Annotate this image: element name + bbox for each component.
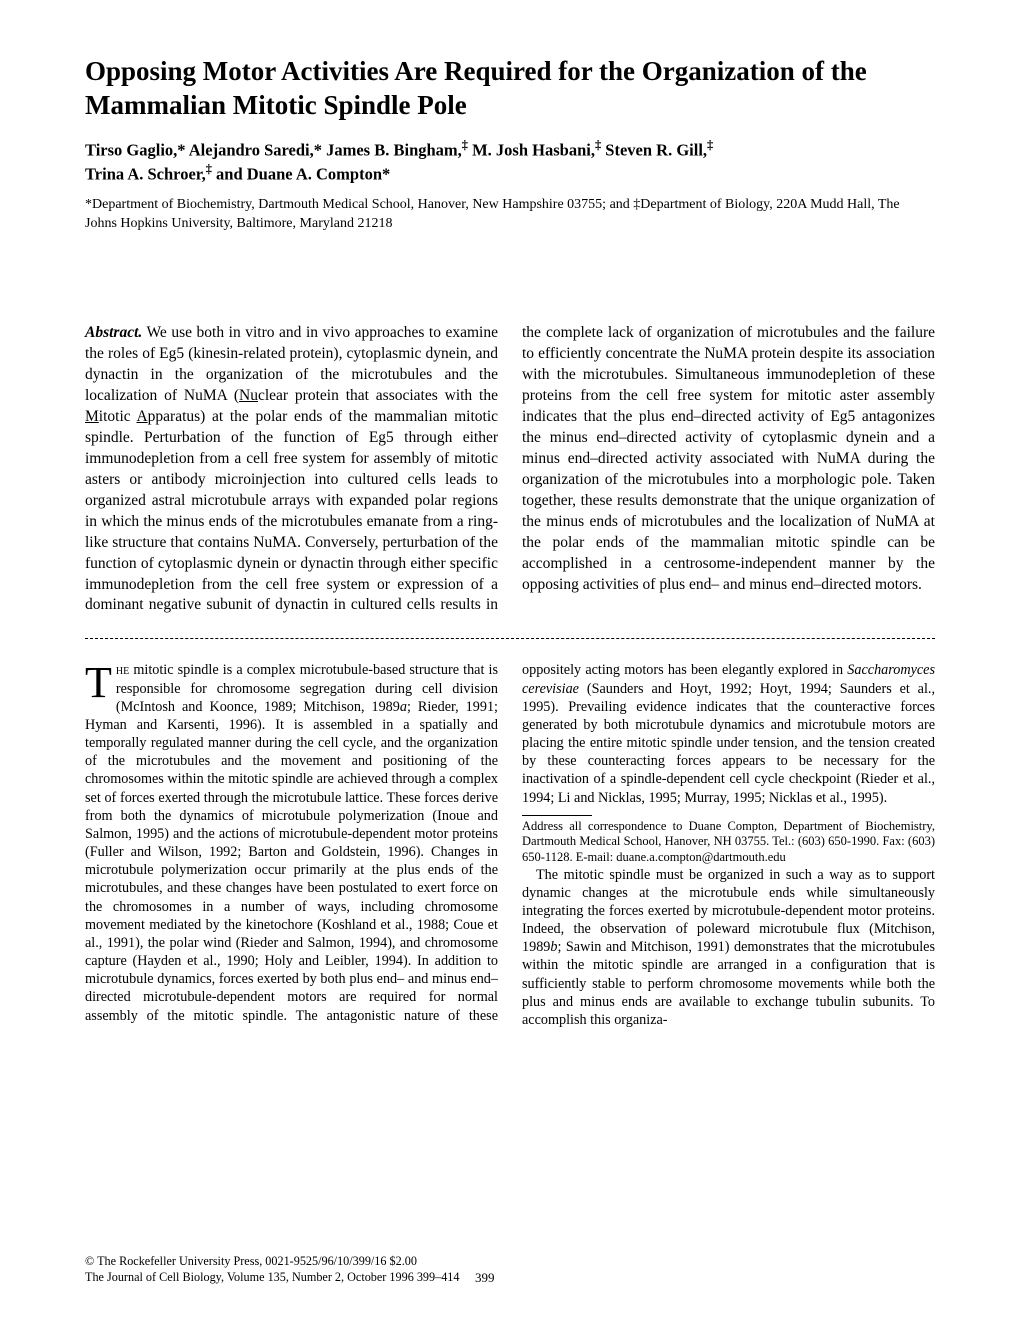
section-divider — [85, 638, 935, 639]
correspondence-note: Address all correspondence to Duane Comp… — [522, 819, 935, 866]
abstract: Abstract. We use both in vitro and in vi… — [85, 323, 935, 616]
dropcap-rest: he — [116, 662, 129, 678]
abstract-body: We use both in vitro and in vivo approac… — [85, 324, 935, 613]
affiliations: *Department of Biochemistry, Dartmouth M… — [85, 196, 935, 234]
correspondence-rule — [522, 815, 592, 816]
body-paragraph-3: The mitotic spindle must be organized in… — [522, 866, 935, 1030]
footer-copyright: © The Rockefeller University Press, 0021… — [85, 1254, 460, 1270]
dropcap: T — [85, 661, 116, 701]
page-footer: © The Rockefeller University Press, 0021… — [85, 1254, 460, 1286]
page-number: 399 — [475, 1270, 495, 1286]
abstract-label: Abstract. — [85, 324, 142, 341]
paper-title: Opposing Motor Activities Are Required f… — [85, 55, 935, 123]
authors-line: Tirso Gaglio,* Alejandro Saredi,* James … — [85, 137, 935, 186]
body-text: The mitotic spindle is a complex microtu… — [85, 661, 935, 1029]
footer-citation: The Journal of Cell Biology, Volume 135,… — [85, 1270, 460, 1286]
